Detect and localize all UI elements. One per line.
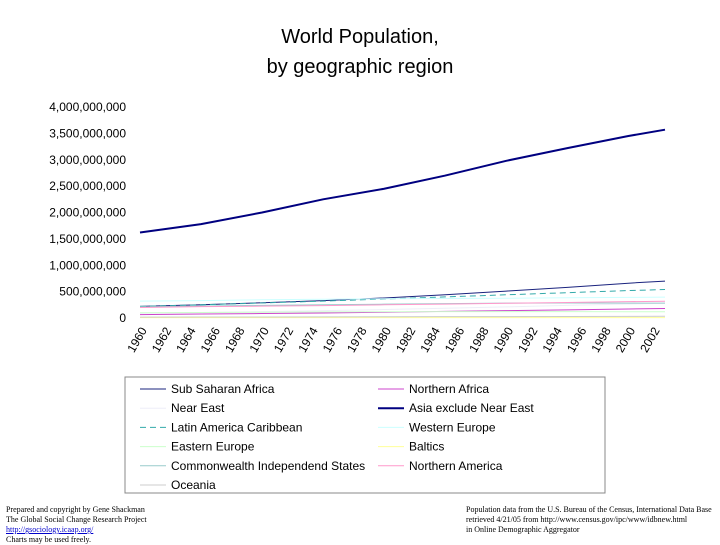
x-tick-label: 1982 [393,324,419,354]
chart-title: by geographic region [267,56,454,78]
footer-link[interactable]: http://gsociology.icaap.org/ [6,525,93,534]
y-tick-label: 3,000,000,000 [49,153,126,167]
y-tick-label: 2,500,000,000 [49,179,126,193]
footer-text: Charts may be used freely. [6,535,147,545]
x-tick-label: 1984 [417,324,443,354]
y-tick-label: 1,000,000,000 [49,258,126,272]
x-tick-label: 1992 [515,324,541,354]
legend-label: Near East [171,401,225,415]
legend-label: Oceania [171,478,216,492]
footer-text: retrieved 4/21/05 from http://www.census… [466,515,712,525]
x-tick-label: 1988 [466,324,492,354]
legend-label: Asia exclude Near East [409,401,534,415]
legend: Sub Saharan Africa Northern Africa Near Ea… [125,377,605,493]
x-tick-label: 2000 [613,324,639,354]
x-tick-label: 1968 [222,324,248,354]
x-tick-label: 1970 [246,324,272,354]
x-tick-label: 1980 [369,324,395,354]
legend-label: Latin America Caribbean [171,420,302,434]
series-line [140,130,665,233]
legend-label: Eastern Europe [171,440,255,454]
x-tick-label: 1972 [271,324,297,354]
y-tick-label: 0 [119,311,126,325]
y-tick-label: 1,500,000,000 [49,232,126,246]
x-tick-label: 1976 [320,324,346,354]
x-tick-label: 1998 [588,324,614,354]
series-line [140,297,665,301]
footer-text: Prepared and copyright by Gene Shackman [6,505,147,515]
x-tick-label: 1960 [124,324,150,354]
legend-label: Northern America [409,459,503,473]
chart: World Population, by geographic region 0… [0,0,720,500]
legend-label: Baltics [409,440,444,454]
x-tick-label: 1974 [295,324,321,354]
y-tick-label: 3,500,000,000 [49,126,126,140]
legend-label: Sub Saharan Africa [171,382,275,396]
x-tick-label: 1994 [540,324,566,354]
x-tick-label: 1964 [173,324,199,354]
footer-text: Population data from the U.S. Bureau of … [466,505,712,515]
x-tick-label: 1978 [344,324,370,354]
x-tick-label: 1986 [442,324,468,354]
y-tick-label: 500,000,000 [59,285,126,299]
x-tick-label: 1996 [564,324,590,354]
footer-left: Prepared and copyright by Gene Shackman … [6,505,147,545]
footer-text: in Online Demographic Aggregator [466,525,712,535]
legend-label: Northern Africa [409,382,489,396]
footer-text: The Global Social Change Research Projec… [6,515,147,525]
footer-right: Population data from the U.S. Bureau of … [466,505,712,535]
legend-label: Western Europe [409,420,496,434]
x-tick-label: 2002 [637,324,663,354]
x-tick-label: 1966 [198,324,224,354]
series-line [140,316,665,317]
x-tick-label: 1990 [491,324,517,354]
chart-title: World Population, [281,26,439,48]
y-tick-label: 4,000,000,000 [49,100,126,114]
y-tick-label: 2,000,000,000 [49,206,126,220]
legend-label: Commonwealth Independend States [171,459,365,473]
x-tick-label: 1962 [149,324,175,354]
